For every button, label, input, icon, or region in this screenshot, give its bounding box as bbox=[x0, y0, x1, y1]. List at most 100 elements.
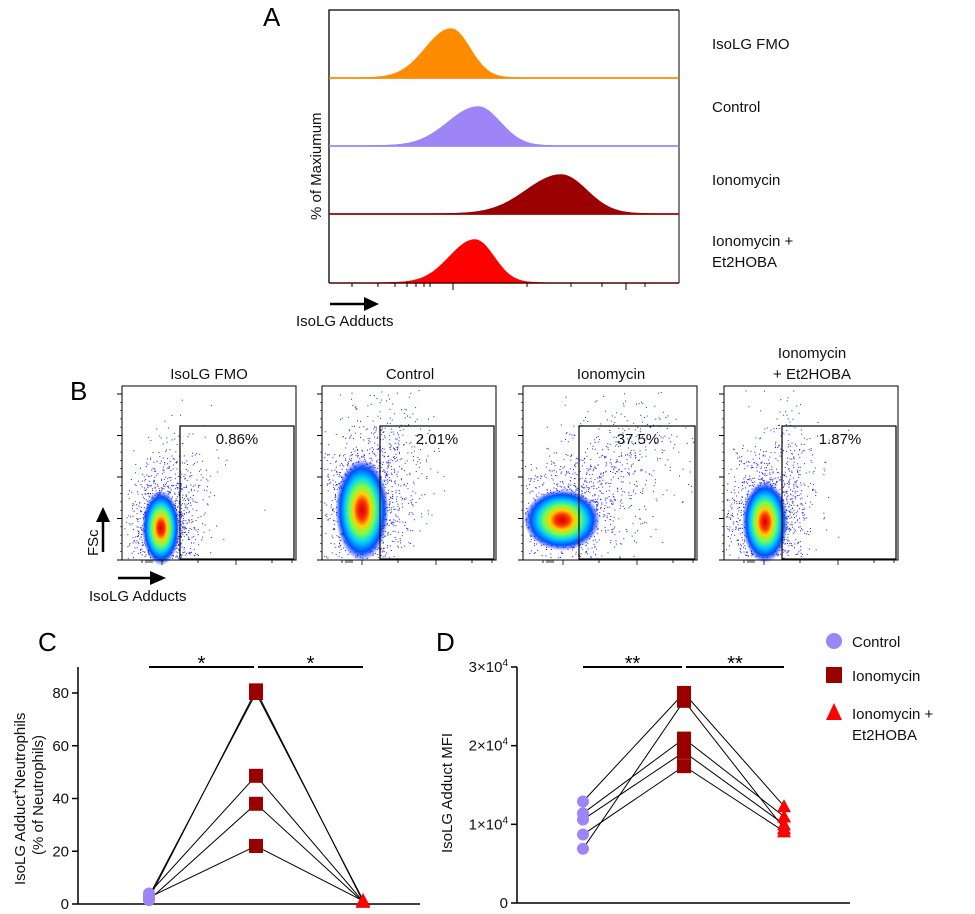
event-dot bbox=[541, 555, 543, 557]
event-dot bbox=[802, 554, 803, 556]
event-dot bbox=[594, 466, 596, 468]
event-dot bbox=[738, 544, 739, 546]
event-dot bbox=[385, 479, 387, 481]
event-dot bbox=[803, 437, 805, 439]
event-dot bbox=[395, 490, 397, 492]
event-dot bbox=[570, 455, 572, 457]
event-dot bbox=[762, 473, 764, 474]
event-dot bbox=[666, 489, 668, 491]
event-dot bbox=[398, 518, 400, 520]
event-dot bbox=[793, 456, 795, 458]
event-dot bbox=[424, 494, 426, 496]
event-dot bbox=[625, 400, 626, 402]
event-dot bbox=[386, 482, 388, 484]
event-dot bbox=[141, 539, 143, 541]
event-dot bbox=[742, 448, 744, 449]
event-dot bbox=[633, 484, 635, 486]
event-dot bbox=[805, 472, 807, 474]
event-dot bbox=[383, 480, 385, 482]
event-dot bbox=[161, 488, 163, 490]
event-dot bbox=[803, 449, 805, 451]
event-dot bbox=[606, 515, 608, 517]
histogram-curve bbox=[329, 174, 679, 215]
event-dot bbox=[147, 475, 149, 477]
event-dot bbox=[633, 422, 635, 424]
event-dot bbox=[823, 518, 825, 520]
event-dot bbox=[602, 475, 604, 477]
event-dot bbox=[640, 468, 642, 470]
event-dot bbox=[397, 545, 399, 547]
event-dot bbox=[543, 482, 545, 484]
event-dot bbox=[591, 499, 593, 501]
event-dot bbox=[569, 433, 571, 435]
event-dot bbox=[172, 464, 174, 466]
event-dot bbox=[180, 486, 182, 488]
event-dot bbox=[673, 494, 675, 496]
event-dot bbox=[614, 509, 616, 511]
event-dot bbox=[639, 518, 641, 520]
event-dot bbox=[764, 455, 766, 457]
event-dot bbox=[525, 465, 526, 467]
event-dot bbox=[606, 490, 607, 492]
event-dot bbox=[341, 417, 343, 419]
event-dot bbox=[622, 432, 624, 434]
event-dot bbox=[189, 528, 191, 529]
event-dot bbox=[185, 495, 187, 497]
event-dot bbox=[188, 433, 190, 435]
event-dot bbox=[138, 480, 139, 482]
event-dot bbox=[229, 444, 231, 446]
event-dot bbox=[174, 492, 176, 494]
event-dot bbox=[184, 531, 185, 533]
event-dot bbox=[594, 499, 596, 501]
event-dot bbox=[788, 482, 790, 484]
event-dot bbox=[386, 400, 388, 402]
event-dot bbox=[409, 416, 411, 418]
event-dot bbox=[803, 514, 805, 516]
event-dot bbox=[760, 463, 762, 465]
event-dot bbox=[796, 486, 798, 488]
event-dot bbox=[340, 394, 342, 396]
event-dot bbox=[756, 470, 758, 472]
event-dot bbox=[621, 502, 623, 504]
event-dot bbox=[799, 470, 801, 472]
event-dot bbox=[178, 511, 180, 513]
event-dot bbox=[775, 482, 777, 484]
event-dot bbox=[415, 407, 417, 409]
event-dot bbox=[176, 483, 178, 485]
event-dot bbox=[360, 436, 361, 438]
event-dot bbox=[642, 488, 644, 490]
event-dot bbox=[612, 496, 614, 498]
event-dot bbox=[139, 518, 141, 519]
event-dot bbox=[362, 450, 364, 452]
event-dot bbox=[137, 541, 139, 543]
event-dot bbox=[581, 491, 583, 493]
event-dot bbox=[804, 484, 806, 486]
event-dot bbox=[737, 524, 739, 526]
event-dot bbox=[156, 428, 158, 430]
event-dot bbox=[645, 479, 647, 481]
event-dot bbox=[170, 489, 172, 491]
event-dot bbox=[582, 548, 584, 550]
event-dot bbox=[345, 459, 347, 461]
event-dot bbox=[740, 503, 742, 504]
event-dot bbox=[786, 503, 788, 505]
event-dot bbox=[559, 469, 561, 470]
event-dot bbox=[175, 503, 177, 505]
event-dot bbox=[565, 396, 567, 398]
event-dot bbox=[769, 462, 771, 464]
event-dot bbox=[418, 466, 420, 468]
event-dot bbox=[654, 405, 656, 407]
event-dot bbox=[536, 476, 538, 478]
event-dot bbox=[552, 470, 554, 472]
event-dot bbox=[413, 483, 415, 485]
event-dot bbox=[171, 496, 173, 498]
event-dot bbox=[738, 506, 740, 508]
event-dot bbox=[786, 400, 788, 402]
event-dot bbox=[634, 532, 636, 534]
event-dot bbox=[333, 511, 335, 513]
event-dot bbox=[752, 478, 754, 479]
event-dot bbox=[603, 510, 605, 512]
event-dot bbox=[389, 496, 391, 498]
event-dot bbox=[361, 456, 363, 458]
event-dot bbox=[327, 557, 329, 559]
